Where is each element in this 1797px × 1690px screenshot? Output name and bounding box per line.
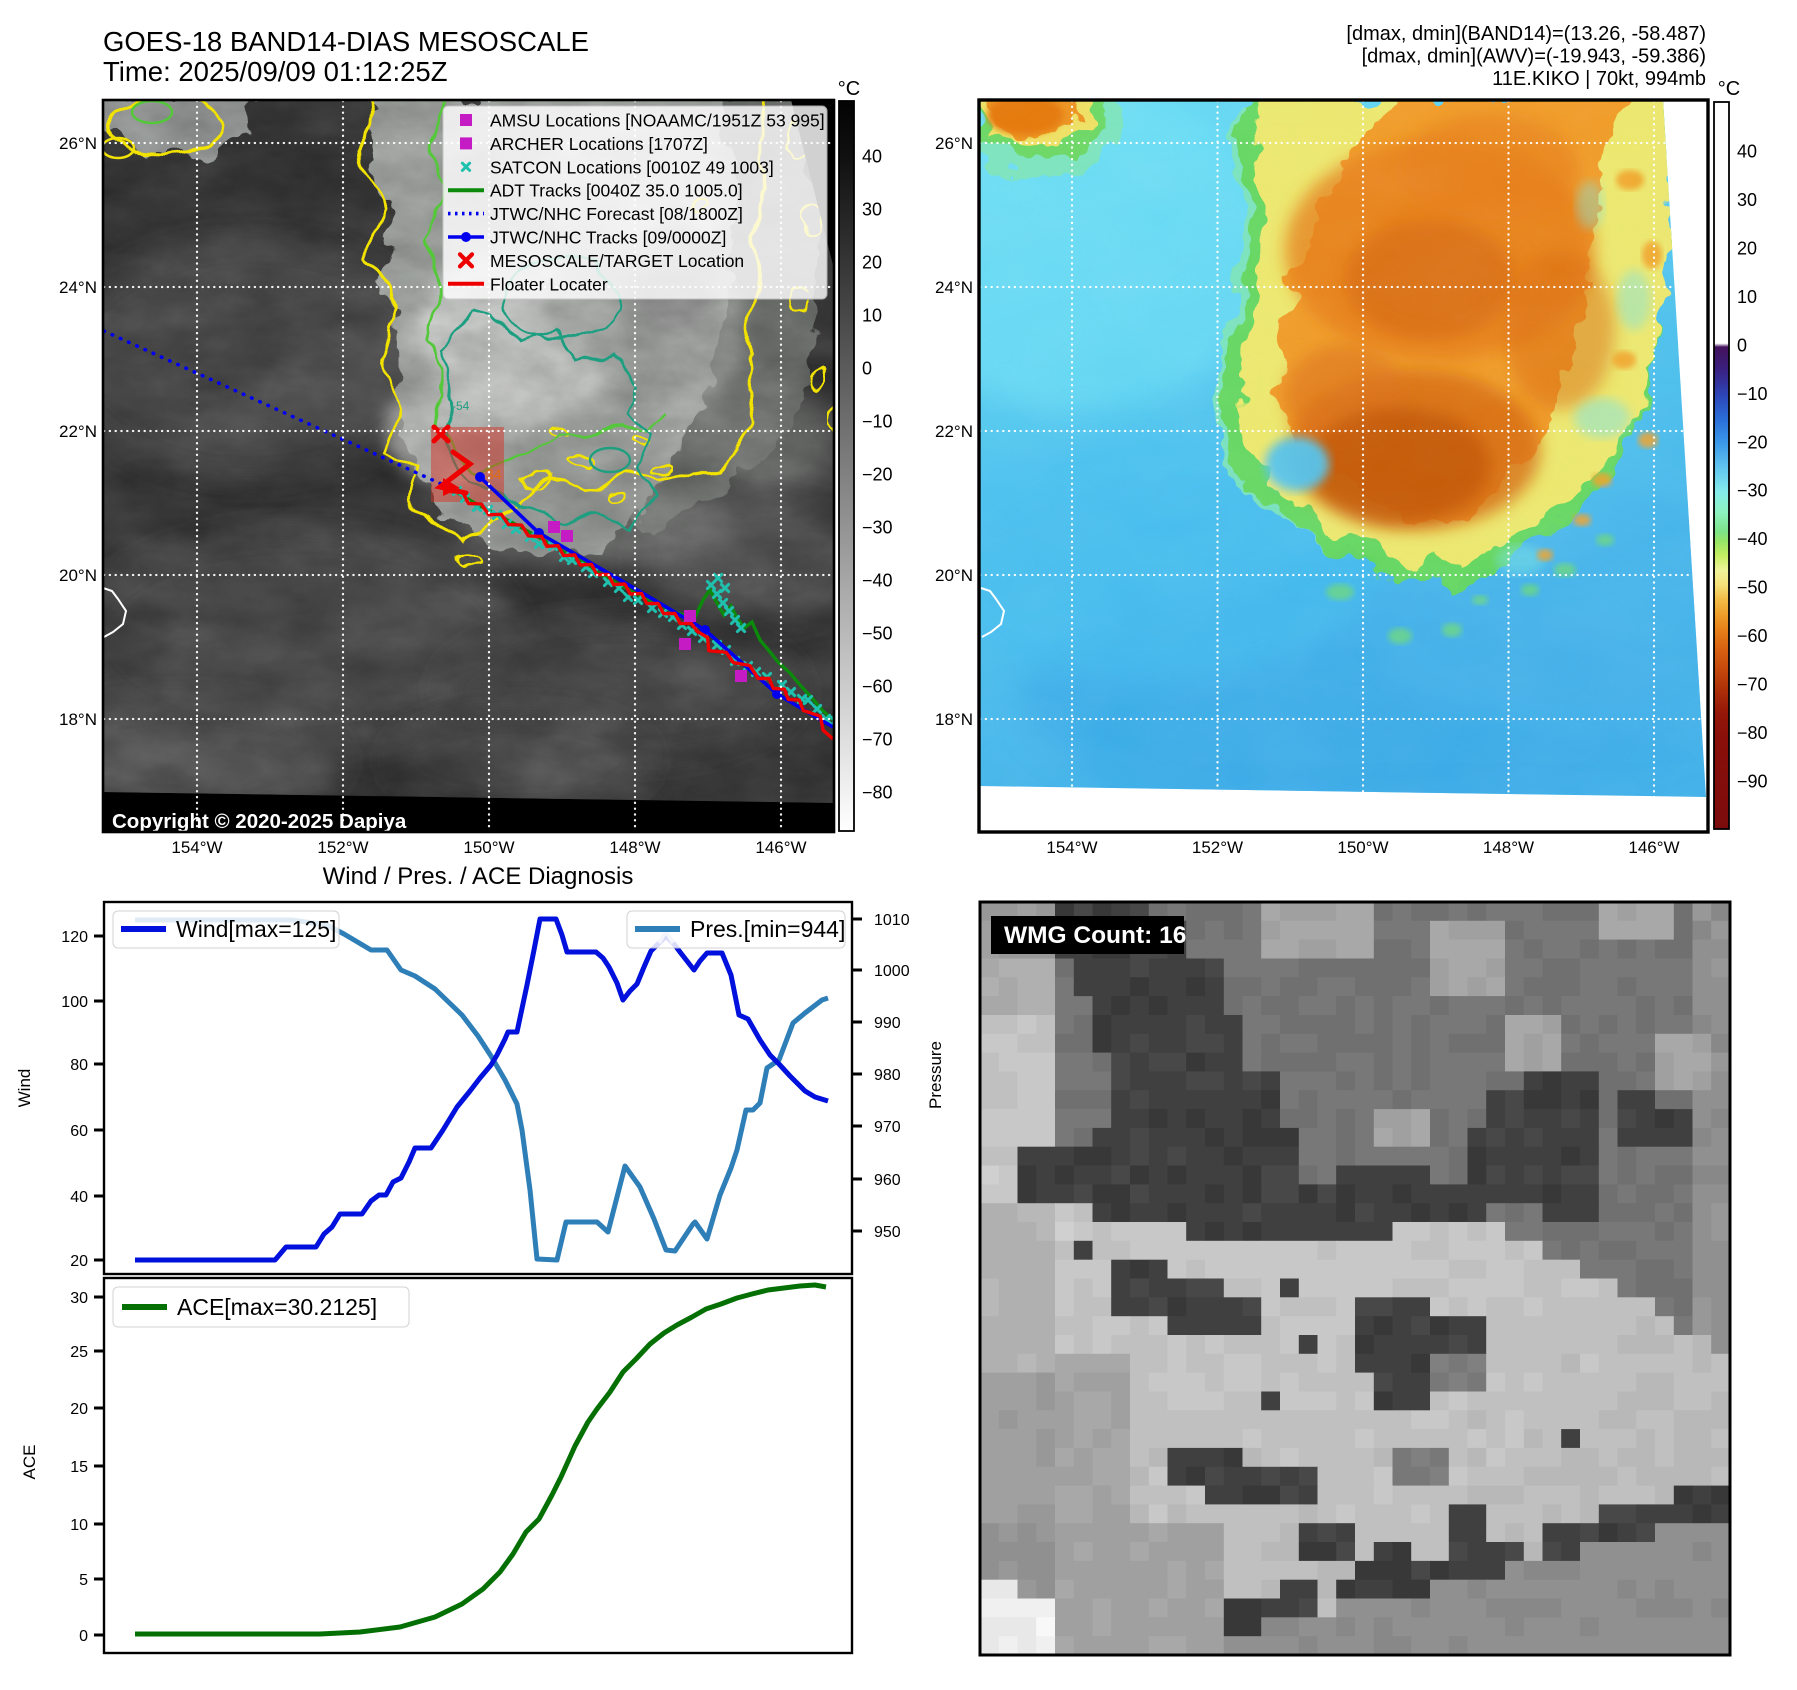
svg-text:148°W: 148°W [609, 838, 660, 857]
svg-text:980: 980 [874, 1067, 901, 1084]
svg-text:146°W: 146°W [1628, 838, 1679, 857]
svg-text:10: 10 [1737, 287, 1757, 307]
svg-text:−30: −30 [1737, 481, 1768, 501]
svg-text:−80: −80 [862, 783, 893, 803]
svg-text:−70: −70 [1737, 675, 1768, 695]
svg-text:20: 20 [1737, 238, 1757, 258]
svg-text:Copyright © 2020-2025 Dapiya: Copyright © 2020-2025 Dapiya [112, 810, 407, 833]
svg-text:1010: 1010 [874, 912, 910, 929]
svg-text:154°W: 154°W [1046, 838, 1097, 857]
svg-text:990: 990 [874, 1015, 901, 1032]
svg-text:148°W: 148°W [1483, 838, 1534, 857]
svg-text:ARCHER Locations [1707Z]: ARCHER Locations [1707Z] [490, 134, 708, 154]
svg-text:40: 40 [862, 147, 882, 167]
svg-text:°C: °C [1718, 78, 1740, 100]
svg-text:154°W: 154°W [171, 838, 222, 857]
svg-text:−40: −40 [862, 571, 893, 591]
svg-text:ACE[max=30.2125]: ACE[max=30.2125] [177, 1294, 377, 1320]
svg-text:30: 30 [1737, 190, 1757, 210]
svg-text:WMG Count: 16: WMG Count: 16 [1004, 922, 1186, 949]
svg-text:18°N: 18°N [59, 710, 97, 729]
svg-text:18°N: 18°N [935, 710, 973, 729]
svg-text:°C: °C [838, 78, 860, 100]
svg-text:150°W: 150°W [1337, 838, 1388, 857]
svg-text:−50: −50 [1737, 578, 1768, 598]
svg-text:Wind / Pres. / ACE Diagnosis: Wind / Pres. / ACE Diagnosis [323, 863, 634, 890]
svg-text:950: 950 [874, 1224, 901, 1241]
svg-text:152°W: 152°W [1192, 838, 1243, 857]
svg-text:24°N: 24°N [59, 278, 97, 297]
svg-text:Floater Locater: Floater Locater [490, 274, 608, 294]
svg-text:24°N: 24°N [935, 278, 973, 297]
svg-text:−60: −60 [862, 677, 893, 697]
svg-text:−30: −30 [862, 518, 893, 538]
svg-text:10: 10 [70, 1517, 88, 1534]
svg-text:-54: -54 [452, 399, 470, 413]
svg-text:15: 15 [70, 1459, 88, 1476]
svg-text:0: 0 [79, 1628, 88, 1645]
svg-text:22°N: 22°N [59, 422, 97, 441]
svg-text:AMSU Locations [NOAAMC/1951Z 5: AMSU Locations [NOAAMC/1951Z 53 995] [490, 111, 825, 131]
svg-text:0: 0 [862, 359, 872, 379]
svg-text:20°N: 20°N [59, 566, 97, 585]
svg-text:20: 20 [862, 253, 882, 273]
svg-text:34: 34 [486, 466, 502, 482]
svg-text:−40: −40 [1737, 529, 1768, 549]
svg-text:30: 30 [862, 200, 882, 220]
svg-text:−10: −10 [862, 412, 893, 432]
svg-text:JTWC/NHC Tracks [09/0000Z]: JTWC/NHC Tracks [09/0000Z] [490, 228, 726, 248]
svg-text:−70: −70 [862, 730, 893, 750]
svg-text:10: 10 [862, 306, 882, 326]
svg-text:120: 120 [61, 929, 88, 946]
svg-text:−20: −20 [1737, 432, 1768, 452]
svg-text:20°N: 20°N [935, 566, 973, 585]
svg-text:[dmax, dmin](AWV)=(-19.943, -5: [dmax, dmin](AWV)=(-19.943, -59.386) [1362, 46, 1706, 68]
svg-text:−80: −80 [1737, 723, 1768, 743]
svg-text:60: 60 [70, 1123, 88, 1140]
svg-text:11E.KIKO | 70kt, 994mb: 11E.KIKO | 70kt, 994mb [1492, 68, 1706, 90]
svg-text:ADT Tracks [0040Z 35.0 1005.0]: ADT Tracks [0040Z 35.0 1005.0] [490, 181, 743, 201]
svg-text:26°N: 26°N [935, 134, 973, 153]
svg-text:JTWC/NHC Forecast [08/1800Z]: JTWC/NHC Forecast [08/1800Z] [490, 204, 743, 224]
svg-text:152°W: 152°W [317, 838, 368, 857]
svg-text:970: 970 [874, 1119, 901, 1136]
svg-text:80: 80 [70, 1057, 88, 1074]
svg-text:Pres.[min=944]: Pres.[min=944] [690, 916, 845, 942]
svg-text:25: 25 [70, 1344, 88, 1361]
svg-text:[dmax, dmin](BAND14)=(13.26, -: [dmax, dmin](BAND14)=(13.26, -58.487) [1346, 23, 1706, 45]
svg-text:−90: −90 [1737, 772, 1768, 792]
svg-text:1000: 1000 [874, 963, 910, 980]
svg-text:22°N: 22°N [935, 422, 973, 441]
svg-text:MESOSCALE/TARGET Location: MESOSCALE/TARGET Location [490, 251, 744, 271]
svg-text:40: 40 [70, 1189, 88, 1206]
svg-text:ACE: ACE [20, 1445, 39, 1480]
svg-text:100: 100 [61, 994, 88, 1011]
svg-text:Time: 2025/09/09 01:12:25Z: Time: 2025/09/09 01:12:25Z [103, 56, 448, 87]
svg-text:−10: −10 [1737, 384, 1768, 404]
svg-text:26°N: 26°N [59, 134, 97, 153]
svg-text:Wind: Wind [15, 1069, 34, 1108]
svg-text:GOES-18 BAND14-DIAS MESOSCALE: GOES-18 BAND14-DIAS MESOSCALE [103, 26, 589, 57]
svg-text:SATCON Locations [0010Z 49 100: SATCON Locations [0010Z 49 1003] [490, 157, 774, 177]
svg-text:Pressure: Pressure [926, 1041, 945, 1109]
svg-text:960: 960 [874, 1172, 901, 1189]
svg-text:20: 20 [70, 1401, 88, 1418]
svg-text:−60: −60 [1737, 626, 1768, 646]
svg-text:150°W: 150°W [463, 838, 514, 857]
svg-text:30: 30 [70, 1290, 88, 1307]
svg-text:−20: −20 [862, 465, 893, 485]
svg-text:0: 0 [1737, 335, 1747, 355]
svg-text:−50: −50 [862, 624, 893, 644]
svg-text:5: 5 [79, 1572, 88, 1589]
svg-text:Wind[max=125]: Wind[max=125] [176, 916, 336, 942]
svg-text:146°W: 146°W [755, 838, 806, 857]
svg-text:40: 40 [1737, 142, 1757, 162]
svg-text:20: 20 [70, 1253, 88, 1270]
